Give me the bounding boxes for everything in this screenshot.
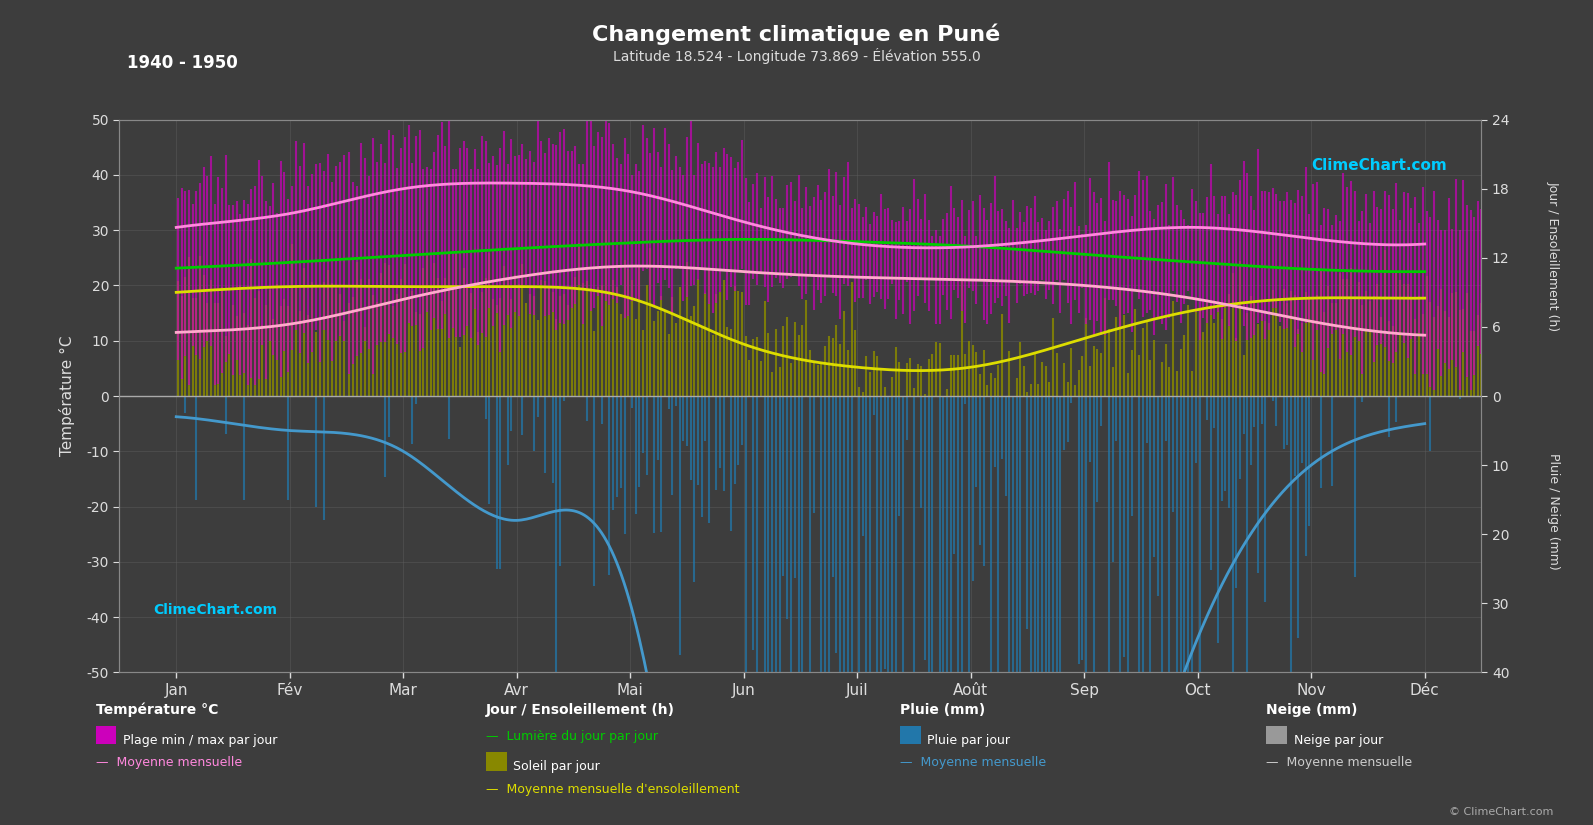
Text: —  Moyenne mensuelle d'ensoleillement: — Moyenne mensuelle d'ensoleillement <box>486 783 739 796</box>
Text: Neige (mm): Neige (mm) <box>1266 703 1357 717</box>
Text: —  Moyenne mensuelle: — Moyenne mensuelle <box>96 757 242 770</box>
Text: ClimeChart.com: ClimeChart.com <box>153 603 277 617</box>
Text: —  Lumière du jour par jour: — Lumière du jour par jour <box>486 730 658 743</box>
Text: Soleil par jour: Soleil par jour <box>513 760 599 773</box>
Text: 1940 - 1950: 1940 - 1950 <box>127 54 239 72</box>
Text: ClimeChart.com: ClimeChart.com <box>1311 158 1448 173</box>
Text: —  Moyenne mensuelle: — Moyenne mensuelle <box>1266 757 1413 770</box>
Text: Latitude 18.524 - Longitude 73.869 - Élévation 555.0: Latitude 18.524 - Longitude 73.869 - Élé… <box>613 48 980 64</box>
Text: Jour / Ensoleillement (h): Jour / Ensoleillement (h) <box>486 703 675 717</box>
Text: Pluie / Neige (mm): Pluie / Neige (mm) <box>1547 453 1560 570</box>
Text: © ClimeChart.com: © ClimeChart.com <box>1448 807 1553 817</box>
Text: Jour / Ensoleillement (h): Jour / Ensoleillement (h) <box>1547 181 1560 331</box>
Text: Plage min / max par jour: Plage min / max par jour <box>123 733 277 747</box>
Text: —  Moyenne mensuelle: — Moyenne mensuelle <box>900 757 1047 770</box>
Text: Neige par jour: Neige par jour <box>1294 733 1383 747</box>
Y-axis label: Température °C: Température °C <box>59 336 75 456</box>
Text: Température °C: Température °C <box>96 702 218 717</box>
Text: Pluie (mm): Pluie (mm) <box>900 703 986 717</box>
Text: Changement climatique en Puné: Changement climatique en Puné <box>593 23 1000 45</box>
Text: Pluie par jour: Pluie par jour <box>927 733 1010 747</box>
